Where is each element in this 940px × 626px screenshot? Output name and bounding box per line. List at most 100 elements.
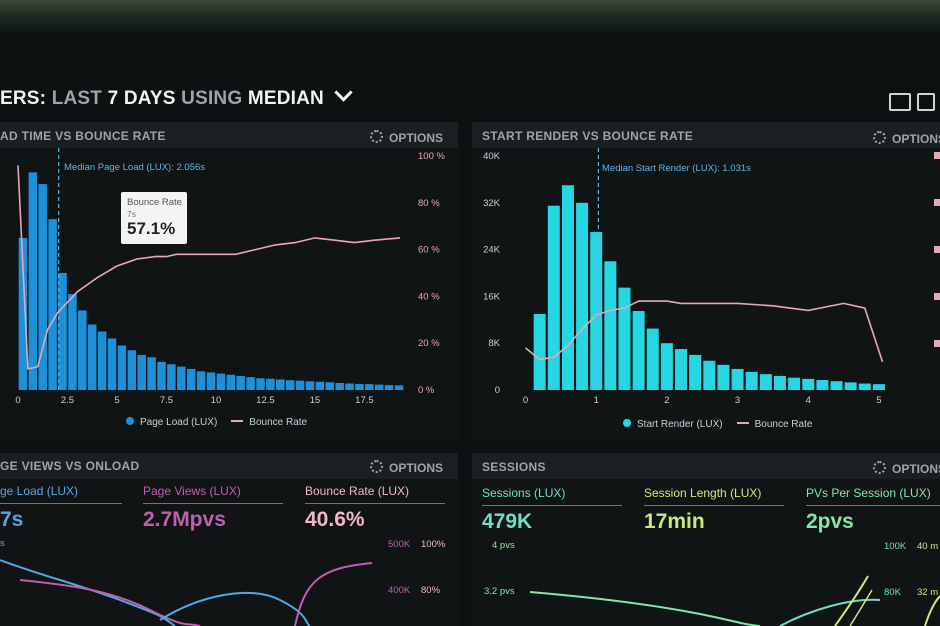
bar xyxy=(177,366,186,390)
bar xyxy=(246,377,255,390)
monitor-icon[interactable] xyxy=(889,93,911,111)
bar xyxy=(147,357,156,390)
metric-divider xyxy=(143,503,283,504)
bar xyxy=(186,368,196,390)
bar xyxy=(38,184,47,390)
x-tick-label: 15 xyxy=(310,395,321,406)
render-options-label: OPTIONS xyxy=(892,132,940,146)
views-axis-500k: 500K xyxy=(388,539,411,550)
load-options-button[interactable]: OPTIONS xyxy=(370,129,443,145)
panel-page-views-title: GE VIEWS VS ONLOAD xyxy=(0,459,140,473)
bar xyxy=(216,373,226,390)
bar xyxy=(285,380,295,390)
bar xyxy=(618,287,631,390)
bar xyxy=(48,219,57,390)
sessions-line-pvs xyxy=(529,591,761,626)
bar xyxy=(590,232,603,390)
render-legend-bars: Start Render (LUX) xyxy=(637,419,723,430)
left-tick-label: 24K xyxy=(483,245,501,256)
x-tick-label: 4 xyxy=(806,395,811,406)
bar xyxy=(384,385,394,390)
sessions-line-sessions xyxy=(779,598,881,626)
panel-sessions xyxy=(472,453,940,626)
bar xyxy=(345,383,354,390)
x-tick-label: 3 xyxy=(735,395,740,406)
x-tick-label: 10 xyxy=(211,395,222,406)
line-legend-icon xyxy=(736,422,749,424)
right-tick-mark xyxy=(934,293,940,300)
bar xyxy=(68,294,77,390)
bar xyxy=(759,374,772,390)
bar xyxy=(18,237,28,390)
bar xyxy=(276,379,285,390)
views-line-load xyxy=(0,559,176,626)
bar xyxy=(858,383,871,390)
metric-session-length-label: Session Length (LUX) xyxy=(644,486,762,500)
metric-page-views-label: Page Views (LUX) xyxy=(143,484,241,498)
bar xyxy=(107,338,117,390)
panel-sessions-title: SESSIONS xyxy=(482,460,546,474)
x-tick-label: 7.5 xyxy=(160,395,173,406)
title-part-2: LAST xyxy=(51,88,103,109)
bar xyxy=(394,385,404,390)
bar xyxy=(256,378,265,390)
bar xyxy=(830,381,843,390)
metric-divider xyxy=(305,503,445,504)
title-part-3: 7 DAYS xyxy=(107,88,176,109)
bar xyxy=(305,381,315,390)
monitor-bezel xyxy=(0,0,940,38)
gear-icon xyxy=(873,131,886,144)
views-axis-s: s xyxy=(0,538,5,549)
page-title[interactable]: ERS: LAST 7 DAYS USING MEDIAN xyxy=(0,83,354,110)
right-tick-mark xyxy=(934,152,940,159)
metric-divider xyxy=(482,505,622,506)
right-tick-label: 80 % xyxy=(418,198,440,209)
sessions-axis-100k: 100K xyxy=(884,541,907,552)
bar xyxy=(745,371,758,390)
metric-bounce-rate-value: 40.6% xyxy=(305,508,365,531)
panel-page-views xyxy=(0,453,458,626)
title-part-4: USING xyxy=(181,88,243,109)
x-tick-label: 0 xyxy=(523,395,528,406)
bar xyxy=(604,261,617,390)
x-tick-label: 1 xyxy=(594,395,599,406)
left-tick-label: 40K xyxy=(483,151,501,162)
gear-icon xyxy=(873,461,886,474)
bar xyxy=(58,273,67,390)
share-icon[interactable] xyxy=(917,93,935,111)
bar xyxy=(872,384,885,390)
metric-session-length-value: 17min xyxy=(644,510,705,533)
bar xyxy=(802,378,815,390)
metric-divider xyxy=(806,505,940,506)
sessions-options-button[interactable]: OPTIONS xyxy=(873,460,940,476)
bar xyxy=(28,172,38,390)
right-tick-mark xyxy=(934,340,940,347)
x-tick-label: 0 xyxy=(15,395,20,406)
right-tick-label: 20 % xyxy=(418,338,440,349)
bar xyxy=(632,311,645,390)
bar xyxy=(788,377,801,390)
load-legend: Page Load (LUX) Bounce Rate xyxy=(126,417,307,428)
line-legend-icon xyxy=(231,420,244,422)
left-tick-label: 8K xyxy=(488,338,500,349)
views-axis-400k: 400K xyxy=(388,585,411,596)
bar xyxy=(167,364,176,390)
gear-icon xyxy=(370,460,383,473)
right-tick-mark xyxy=(934,199,940,206)
bar xyxy=(375,384,384,390)
views-axis-80: 80% xyxy=(421,585,441,596)
bounce-rate-line xyxy=(524,300,884,363)
sessions-line-length2 xyxy=(849,589,873,626)
left-tick-label: 16K xyxy=(483,291,501,302)
views-axis-100: 100% xyxy=(421,539,446,550)
sessions-line-edge xyxy=(924,595,940,626)
views-line-pv xyxy=(19,579,201,626)
sessions-axis-32m: 32 m xyxy=(917,587,939,598)
views-options-button[interactable]: OPTIONS xyxy=(370,459,443,475)
bar xyxy=(561,185,574,390)
bar xyxy=(325,382,335,390)
render-options-button[interactable]: OPTIONS xyxy=(873,130,940,146)
x-tick-label: 5 xyxy=(114,395,119,406)
panel-start-render-header xyxy=(472,122,940,148)
